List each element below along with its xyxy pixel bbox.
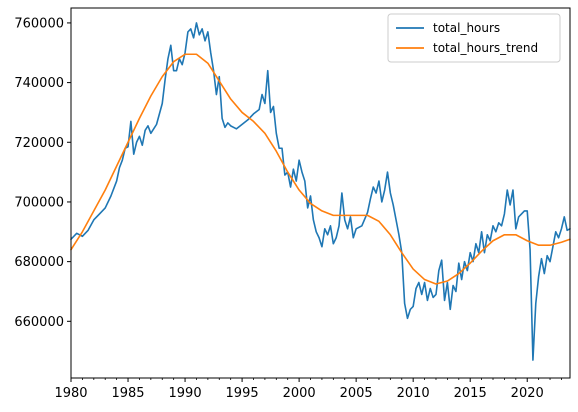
- plot-frame: [70, 7, 571, 379]
- series-layer: [70, 22, 571, 361]
- legend-label: total_hours_trend: [433, 41, 538, 55]
- y-tick-label: 700000: [14, 195, 64, 210]
- x-tick-label: 2005: [340, 386, 373, 401]
- series-line-total-hours: [70, 22, 571, 361]
- x-tick-label: 1995: [226, 386, 259, 401]
- x-tick-label: 1980: [54, 386, 87, 401]
- y-tick-label: 680000: [14, 255, 64, 270]
- series-line-total-hours-trend: [70, 53, 571, 285]
- x-tick-label: 2000: [283, 386, 316, 401]
- legend-label: total_hours: [433, 21, 500, 35]
- x-axis: 1980 1985 1990 1995 2000 2005 2010 2015 2020: [54, 378, 562, 401]
- y-axis: 660000 680000 700000 720000 740000 760000: [14, 16, 71, 330]
- legend: total_hours total_hours_trend: [387, 13, 561, 63]
- y-tick-label: 740000: [14, 76, 64, 91]
- x-tick-label: 2010: [397, 386, 430, 401]
- x-tick-label: 1985: [111, 386, 144, 401]
- legend-box: [387, 13, 561, 63]
- x-tick-label: 2015: [454, 386, 487, 401]
- y-tick-label: 660000: [14, 315, 64, 330]
- y-tick-label: 720000: [14, 136, 64, 151]
- x-tick-label: 1990: [169, 386, 202, 401]
- y-tick-label: 760000: [14, 16, 64, 31]
- x-tick-label: 2020: [511, 386, 544, 401]
